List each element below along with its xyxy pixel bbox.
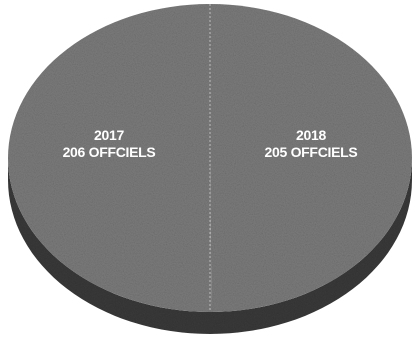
pie-label-2017: 2017 206 OFFCIELS (63, 127, 156, 160)
pie-label-value: 206 OFFCIELS (63, 144, 156, 160)
pie-slice-2018 (210, 4, 413, 312)
pie-label-value: 205 OFFCIELS (265, 144, 358, 160)
pie-slice-2017 (8, 4, 212, 312)
pie-label-2018: 2018 205 OFFCIELS (265, 127, 358, 160)
pie-label-year: 2017 (94, 127, 124, 143)
pie-label-year: 2018 (296, 127, 326, 143)
